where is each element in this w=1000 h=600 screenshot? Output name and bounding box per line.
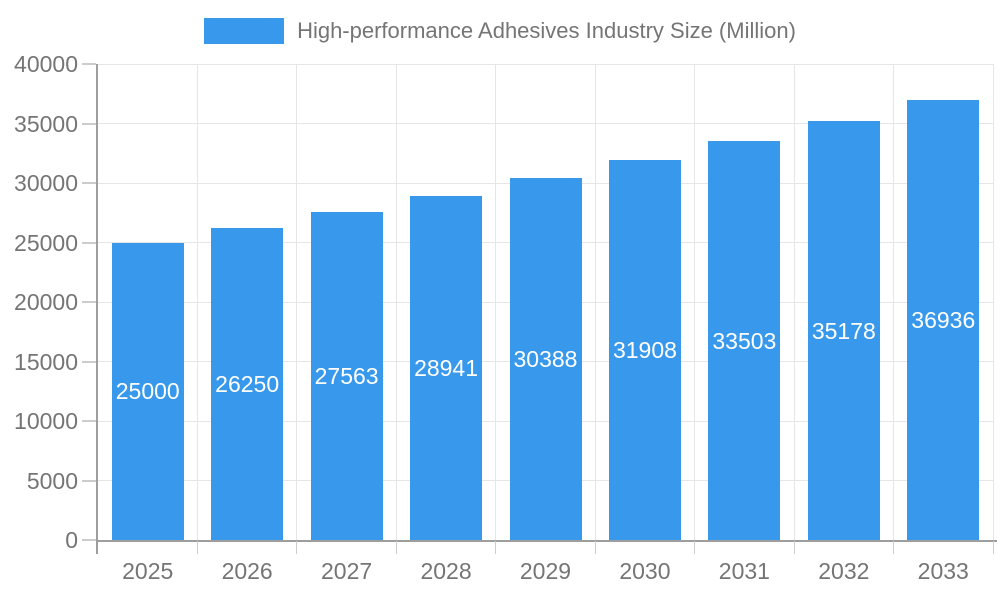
gridline-y — [98, 123, 993, 124]
y-tick — [82, 360, 96, 363]
bar — [807, 121, 880, 540]
y-axis-label: 35000 — [14, 110, 78, 137]
bar — [708, 141, 781, 540]
x-axis-label: 2029 — [519, 558, 572, 584]
x-axis-label: 2032 — [818, 558, 870, 584]
x-tick — [495, 541, 497, 554]
bar-value-label: 27563 — [314, 363, 379, 389]
gridline-x — [395, 64, 397, 540]
x-tick — [992, 541, 994, 554]
gridline-x — [296, 64, 298, 540]
x-tick — [196, 541, 198, 554]
bar-value-label: 30388 — [513, 346, 578, 373]
y-axis-label: 40000 — [14, 51, 78, 77]
bar-value-label: 36936 — [911, 307, 976, 334]
y-axis-label: 5000 — [26, 467, 78, 494]
y-axis-label: 15000 — [14, 348, 78, 375]
x-axis-label: 2026 — [221, 558, 273, 584]
bar — [410, 195, 483, 540]
y-tick — [82, 63, 96, 65]
bar-value-label: 25000 — [115, 378, 180, 405]
y-axis-label: 30000 — [14, 170, 78, 196]
bar-value-label: 26250 — [215, 370, 280, 397]
x-tick — [594, 541, 596, 554]
legend-label: High-performance Adhesives Industry Size… — [297, 18, 796, 43]
bar-value-label: 33503 — [712, 327, 777, 354]
x-tick — [694, 541, 696, 554]
gridline-y — [98, 63, 993, 65]
y-axis-label: 10000 — [14, 408, 78, 434]
gridline-x — [594, 64, 596, 540]
bar-value-label: 28941 — [414, 354, 479, 381]
bar — [608, 160, 681, 540]
gridline-x — [196, 64, 198, 540]
y-tick — [82, 122, 96, 125]
x-axis-label: 2033 — [917, 558, 969, 584]
x-tick — [893, 541, 895, 554]
y-tick — [82, 241, 96, 244]
x-axis-line — [96, 540, 997, 542]
x-tick — [395, 541, 397, 554]
x-axis-label: 2030 — [619, 558, 671, 584]
x-axis-label: 2027 — [321, 558, 373, 584]
bar — [310, 212, 383, 540]
bar — [211, 227, 284, 540]
y-axis-label: 20000 — [14, 289, 78, 315]
legend-swatch — [204, 18, 285, 44]
y-tick — [82, 479, 96, 482]
gridline-x — [893, 64, 895, 540]
x-axis-label: 2025 — [122, 558, 174, 584]
bar-value-label: 35178 — [811, 317, 876, 344]
bar — [509, 178, 582, 540]
bar-value-label: 31908 — [612, 337, 677, 364]
y-tick — [82, 420, 96, 422]
x-tick — [793, 541, 795, 554]
y-axis-label: 25000 — [14, 229, 78, 256]
y-axis-line — [96, 64, 98, 554]
y-tick — [82, 301, 96, 303]
x-axis-label: 2028 — [420, 558, 472, 584]
gridline-x — [694, 64, 696, 540]
x-tick — [296, 541, 298, 554]
gridline-x — [495, 64, 497, 540]
y-axis-label: 0 — [65, 527, 78, 553]
y-tick — [82, 539, 96, 541]
y-tick — [82, 182, 96, 184]
bar — [907, 100, 980, 540]
x-axis-label: 2031 — [718, 558, 770, 584]
plot-area: 0 5000 10000 15000 20000 25000 30000 35000 40000… — [14, 51, 997, 584]
gridline-x — [793, 64, 795, 540]
bar — [111, 242, 184, 540]
gridline-x — [992, 64, 994, 540]
legend[interactable]: High-performance Adhesives Industry Size… — [0, 18, 1000, 44]
